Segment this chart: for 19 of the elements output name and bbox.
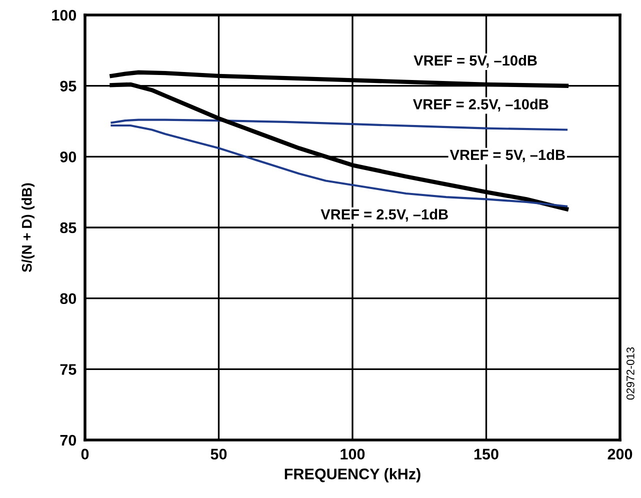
x-tick-label: 100 [340,448,365,460]
x-tick-label: 150 [474,448,498,460]
y-tick-label: 90 [60,152,76,162]
y-axis-title: S/(N + D) (dB) [22,183,35,272]
y-tick-label: 70 [60,434,76,446]
y-tick-label: 95 [60,80,76,92]
y-tick-label: 100 [52,10,76,21]
series-label: VREF = 5V, –1dB [450,149,565,162]
y-tick-label: 85 [60,222,76,234]
series-label: VREF = 2.5V, –10dB [412,98,548,112]
x-axis-title: FREQUENCY (kHz) [284,468,420,482]
y-tick-label: 80 [60,293,76,304]
text: 02972-013 [626,347,634,400]
x-tick-label: 200 [608,448,632,460]
y-tick-label: 75 [60,364,76,375]
series-label: VREF = 2.5V, –1dB [320,208,448,222]
x-tick-label: 0 [81,448,89,460]
x-tick-label: 50 [210,448,227,460]
series-label: VREF = 5V, –10dB [414,54,537,68]
